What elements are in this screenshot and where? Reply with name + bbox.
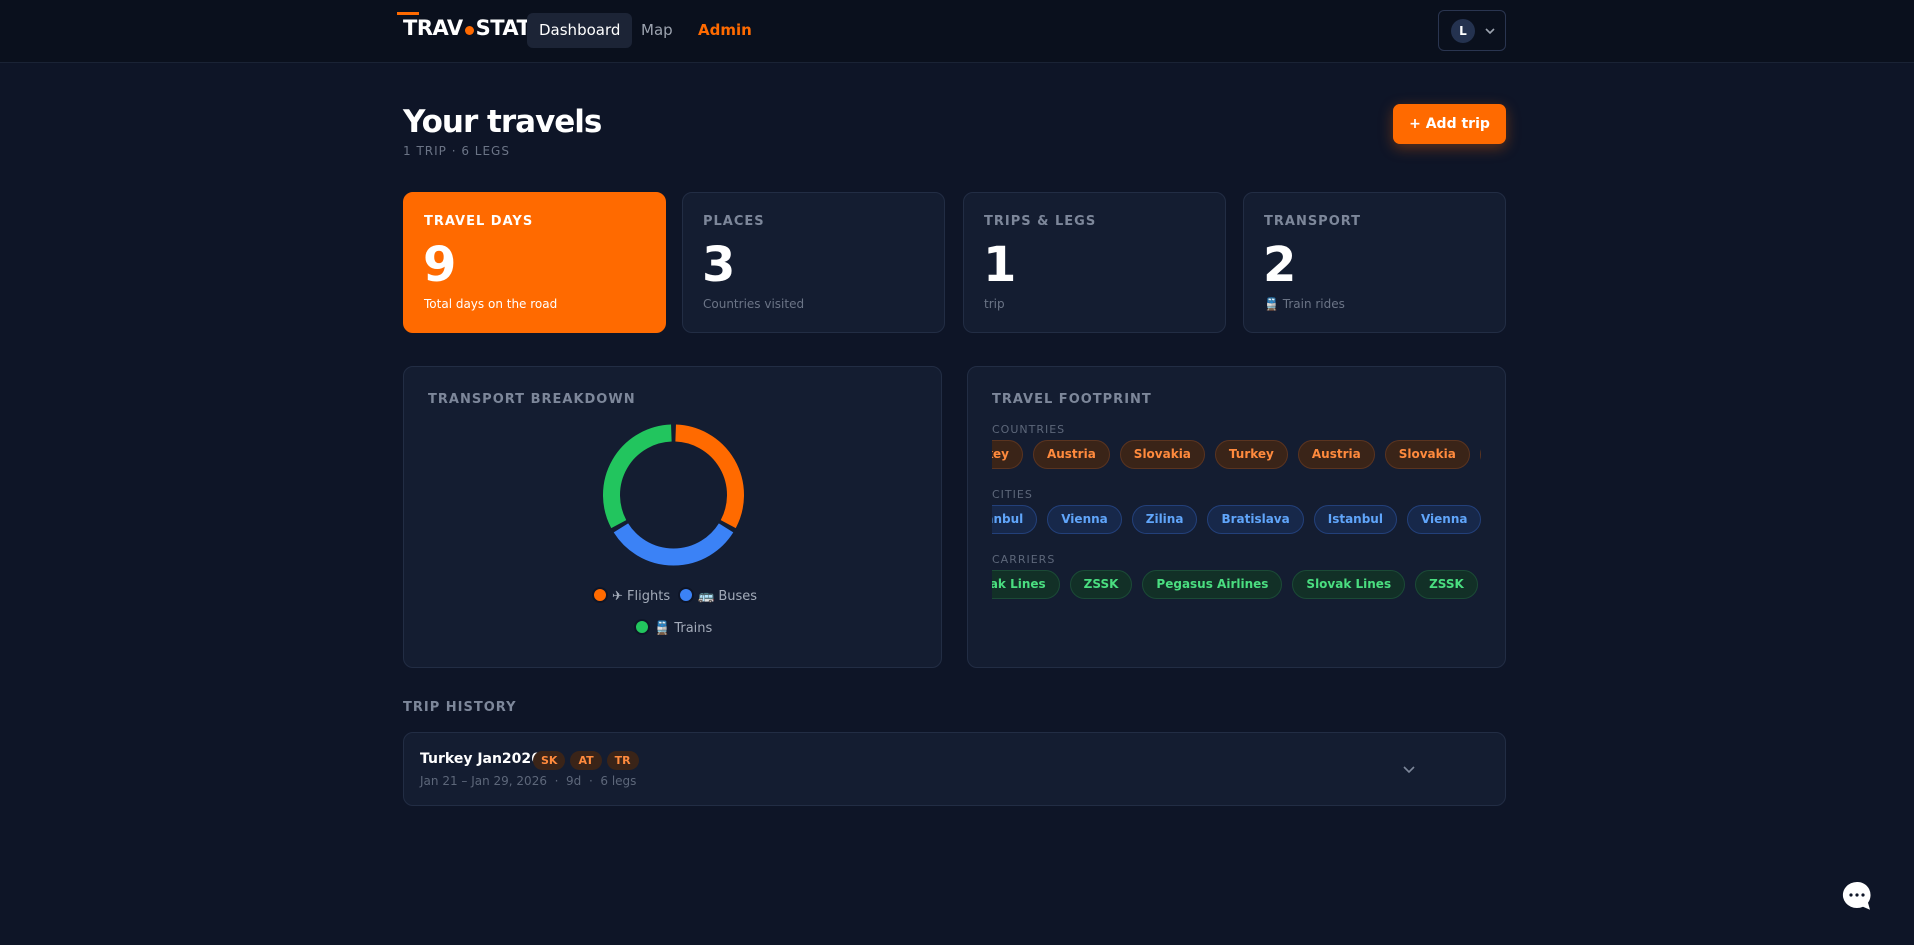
- chip: Austria: [1297, 440, 1375, 469]
- chip-track: Slovak Lines ZSSK Pegasus Airlines Slovak L…: [992, 570, 1478, 599]
- group-label: COUNTRIES: [992, 423, 1066, 436]
- chip-row: Turkey Austria Slovakia Turkey Austria Slovak…: [992, 440, 1481, 470]
- legend-swatch: [634, 619, 650, 635]
- legend-label: 🚆 Trains: [654, 620, 713, 636]
- legend-swatch: [592, 587, 608, 603]
- chat-button[interactable]: [1832, 872, 1882, 922]
- chip: Slovak Lines: [1292, 570, 1406, 599]
- chat-icon: [1842, 881, 1871, 910]
- footprint-panel: TRAVEL FOOTPRINT COUNTRIES Turkey Austria S…: [967, 366, 1506, 668]
- stat-label: TRIPS & LEGS: [984, 214, 1097, 229]
- stat-label: TRANSPORT: [1264, 214, 1362, 229]
- logo-text: TRAV: [403, 16, 463, 40]
- group-label: CARRIERS: [992, 553, 1056, 566]
- user-menu[interactable]: L: [1438, 10, 1506, 51]
- country-tag: TR: [606, 751, 639, 770]
- group-label: CITIES: [992, 488, 1033, 501]
- stat-note: Countries visited: [703, 297, 805, 311]
- stat-label: TRAVEL DAYS: [424, 214, 534, 229]
- legend-swatch: [678, 587, 694, 603]
- chip-row: Slovak Lines ZSSK Pegasus Airlines Slovak L…: [992, 570, 1481, 600]
- trip-legs: 6 legs: [600, 774, 637, 788]
- panel-title: TRANSPORT BREAKDOWN: [428, 392, 636, 407]
- stat-value: 2: [1263, 237, 1297, 293]
- chip: Austria: [1032, 440, 1110, 469]
- avatar: L: [1451, 19, 1475, 43]
- expand-icon[interactable]: [1402, 764, 1416, 776]
- section-title: TRIP HISTORY: [403, 700, 517, 715]
- stat-label: PLACES: [703, 214, 765, 229]
- legend-label: ✈ Flights: [612, 589, 670, 604]
- transport-panel: TRANSPORT BREAKDOWN ✈ Flights 🚌 Buses 🚆 Tr…: [403, 366, 942, 668]
- chip: ZSSK: [1069, 570, 1133, 599]
- chip-row: Istanbul Vienna Zilina Bratislava Istanbul Vi…: [992, 505, 1481, 535]
- chip: Vienna: [1047, 505, 1122, 534]
- stat-value: 9: [423, 237, 457, 293]
- logo[interactable]: TRAV STAT: [396, 12, 531, 40]
- trip-days: 9d: [566, 774, 582, 788]
- chip-track: Turkey Austria Slovakia Turkey Austria Slovak…: [992, 440, 1481, 469]
- stat-card: PLACES 3 Countries visited: [682, 192, 945, 333]
- stat-value: 3: [702, 237, 736, 293]
- legend-label: 🚌 Buses: [698, 589, 757, 604]
- panel-title: TRAVEL FOOTPRINT: [992, 392, 1152, 407]
- page-subtitle: 1 TRIP · 6 LEGS: [403, 144, 510, 158]
- trip-dates: Jan 21 – Jan 29, 2026: [420, 774, 547, 788]
- chip: Turkey: [992, 440, 1023, 469]
- country-tag: AT: [570, 751, 602, 770]
- chip: Turkey: [1479, 440, 1481, 469]
- trip-meta: Jan 21 – Jan 29, 2026 · 9d · 6 legs: [420, 774, 637, 788]
- chip: Slovakia: [1119, 440, 1205, 469]
- donut-segment: [675, 424, 744, 529]
- nav-link[interactable]: Dashboard: [527, 13, 633, 48]
- chip: Istanbul: [1313, 505, 1397, 534]
- chip: Zilina: [1131, 505, 1198, 534]
- stat-card: TRAVEL DAYS 9 Total days on the road: [403, 192, 666, 333]
- chip: Pegasus Airlines: [1142, 570, 1283, 599]
- chip: Slovak Lines: [992, 570, 1060, 599]
- chip: Turkey: [1214, 440, 1288, 469]
- top-nav: TRAV STAT Dashboard Map Admin L: [0, 0, 1914, 63]
- chip: Slovakia: [1384, 440, 1470, 469]
- trip-card[interactable]: Turkey Jan2026 SK AT TR Jan 21 – Jan 29, 2…: [403, 732, 1506, 806]
- stat-value: 1: [983, 237, 1017, 293]
- trip-name: Turkey Jan2026: [420, 751, 541, 767]
- country-tag: SK: [533, 751, 566, 770]
- chip: Vienna: [1406, 505, 1481, 534]
- chip: ZSSK: [1415, 570, 1478, 599]
- page-title: Your travels: [403, 104, 602, 140]
- nav-link[interactable]: Admin: [698, 21, 752, 39]
- donut-segment: [613, 523, 734, 566]
- logo-text: STAT: [475, 16, 531, 40]
- stat-note: Total days on the road: [424, 297, 558, 311]
- donut-segment: [603, 424, 672, 529]
- chevron: [1485, 28, 1495, 35]
- stat-note: 🚆 Train rides: [1264, 297, 1345, 311]
- donut-chart: ✈ Flights 🚌 Buses 🚆 Trains: [592, 424, 757, 636]
- nav-link[interactable]: Map: [641, 21, 673, 39]
- chip: Istanbul: [992, 505, 1038, 534]
- chip: Bratislava: [1207, 505, 1304, 534]
- add-trip-button[interactable]: + Add trip: [1393, 104, 1506, 144]
- stat-note: trip: [984, 297, 1005, 311]
- stat-card: TRIPS & LEGS 1 trip: [963, 192, 1226, 333]
- stat-card: TRANSPORT 2 🚆 Train rides: [1243, 192, 1506, 333]
- chip-track: Istanbul Vienna Zilina Bratislava Istanbul Vi…: [992, 505, 1481, 534]
